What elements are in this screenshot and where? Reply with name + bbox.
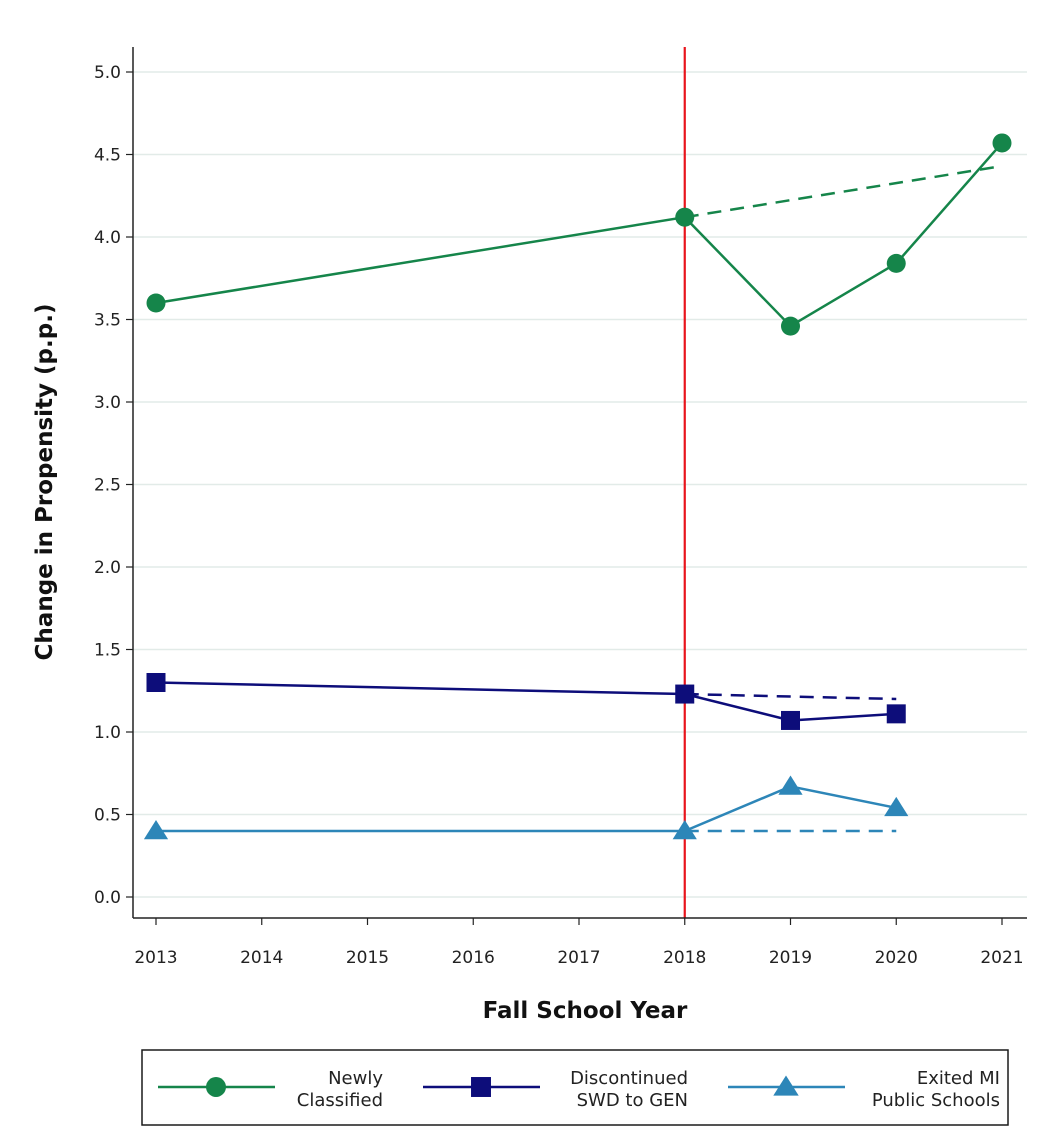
legend-label-2-line1: Discontinued bbox=[570, 1068, 688, 1089]
y-axis-title: Change in Propensity (p.p.) bbox=[32, 304, 58, 661]
grid bbox=[133, 71, 1027, 898]
legend-label-2-line2: SWD to GEN bbox=[577, 1090, 688, 1111]
x-tick-label: 2014 bbox=[240, 948, 283, 968]
series-3-point bbox=[884, 796, 909, 817]
x-tick-label: 2019 bbox=[769, 948, 812, 968]
series-2-line bbox=[155, 681, 897, 722]
x-axis-title: Fall School Year bbox=[483, 998, 688, 1024]
y-tick-label: 1.5 bbox=[94, 641, 121, 661]
legend-marker-1 bbox=[206, 1077, 226, 1097]
x-tick-label: 2013 bbox=[134, 948, 177, 968]
legend-marker-2 bbox=[471, 1077, 491, 1097]
legend-marker-3 bbox=[773, 1075, 799, 1096]
y-tick-label: 0.0 bbox=[94, 888, 121, 908]
y-tick-label: 2.5 bbox=[94, 476, 121, 496]
y-tick-label: 1.0 bbox=[94, 723, 121, 743]
y-tick-label: 4.0 bbox=[94, 228, 121, 248]
y-tick-label: 4.5 bbox=[94, 146, 121, 166]
series-3-line bbox=[156, 785, 897, 833]
series-2-point bbox=[886, 704, 906, 724]
series-2-point bbox=[146, 673, 166, 692]
y-tick-label: 3.0 bbox=[94, 393, 121, 413]
y-tick-label: 2.0 bbox=[94, 558, 121, 578]
y-tick-label: 0.5 bbox=[94, 806, 121, 826]
x-tick-label: 2015 bbox=[346, 948, 389, 968]
legend-label-3-line1: Exited MI bbox=[917, 1068, 1000, 1089]
series-3 bbox=[143, 775, 909, 840]
series-2 bbox=[146, 673, 906, 730]
series-3-point bbox=[778, 775, 803, 795]
legend-label-3-line2: Public Schools bbox=[872, 1090, 1000, 1111]
series-1-point bbox=[146, 293, 166, 313]
x-tick-label: 2018 bbox=[663, 948, 706, 968]
legend-label-1-line1: Newly bbox=[328, 1068, 383, 1089]
series-1-point bbox=[675, 207, 695, 227]
series-2-point bbox=[675, 684, 695, 704]
series-1-point bbox=[886, 253, 906, 273]
series-1-point bbox=[781, 316, 800, 336]
y-tick-label: 5.0 bbox=[94, 63, 121, 83]
legend-box bbox=[141, 1049, 1009, 1126]
series-1-line bbox=[155, 142, 1003, 328]
x-tick-label: 2020 bbox=[875, 948, 918, 968]
x-tick-label: 2017 bbox=[557, 948, 600, 968]
series-1 bbox=[146, 133, 1012, 336]
x-tick-label: 2021 bbox=[980, 948, 1023, 968]
series-3-point bbox=[672, 820, 697, 840]
legend-label-1-line2: Classified bbox=[297, 1090, 383, 1111]
y-tick-label: 3.5 bbox=[94, 311, 121, 331]
series-2-point bbox=[781, 710, 800, 730]
series-layer bbox=[143, 133, 1012, 840]
series-3-point bbox=[143, 820, 169, 840]
x-tick-label: 2016 bbox=[452, 948, 495, 968]
axes: 0.0 0.5 1.0 1.5 2.0 2.5 3.0 3.5 4.0 4.5 5.0 2013 201… bbox=[94, 47, 1027, 968]
series-1-point bbox=[992, 133, 1012, 153]
series-2-trend-line bbox=[684, 692, 897, 701]
series-1-trend-line bbox=[684, 164, 1003, 219]
